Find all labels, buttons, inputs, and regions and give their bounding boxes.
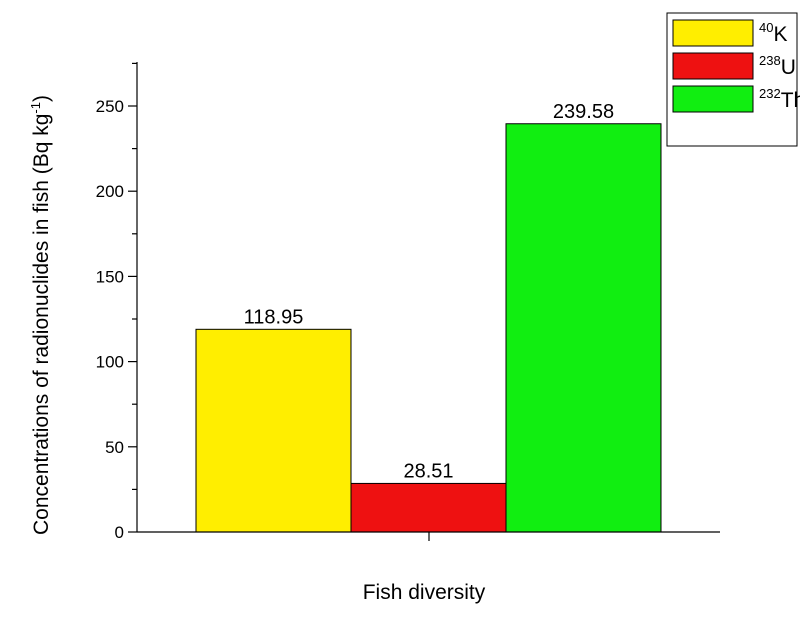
bar-u	[350, 482, 507, 533]
y-tick-label: 250	[96, 97, 124, 116]
legend-swatch-k	[672, 19, 754, 47]
legend-mass-number: 232	[759, 86, 781, 101]
y-tick-label: 100	[96, 353, 124, 372]
legend-symbol: Th	[781, 89, 800, 112]
y-axis-title-main: Concentrations of radionuclides in fish …	[30, 114, 53, 535]
y-tick-label: 150	[96, 267, 124, 286]
legend-mass-number: 40	[759, 20, 773, 35]
bar-k	[195, 328, 352, 533]
legend-swatch-u	[672, 52, 754, 80]
y-tick-label: 200	[96, 182, 124, 201]
legend-mass-number: 238	[759, 53, 781, 68]
axes	[136, 62, 720, 541]
y-tick-label: 0	[115, 523, 124, 542]
data-label-th: 239.58	[553, 101, 614, 123]
x-axis-title: Fish diversity	[363, 581, 486, 604]
bars	[195, 123, 662, 533]
y-axis-title-close: )	[30, 95, 53, 102]
y-axis-title-superscript: -1	[28, 102, 43, 114]
legend-symbol: U	[781, 56, 796, 79]
data-label-k: 118.95	[244, 306, 304, 328]
legend-label-u: 238U	[759, 53, 796, 79]
legend-symbol: K	[773, 23, 787, 46]
y-axis-ticks: 0 50 100 150 200 250	[96, 62, 137, 542]
bar-th	[505, 123, 662, 533]
y-axis-title: Concentrations of radionuclides in fish …	[28, 95, 53, 535]
y-tick-label: 50	[105, 438, 124, 457]
legend-label-k: 40K	[759, 20, 787, 46]
data-labels: 118.95 28.51 239.58	[244, 101, 614, 483]
data-label-u: 28.51	[403, 460, 453, 482]
legend-swatch-th	[672, 85, 754, 113]
legend-label-th: 232Th	[759, 86, 800, 112]
